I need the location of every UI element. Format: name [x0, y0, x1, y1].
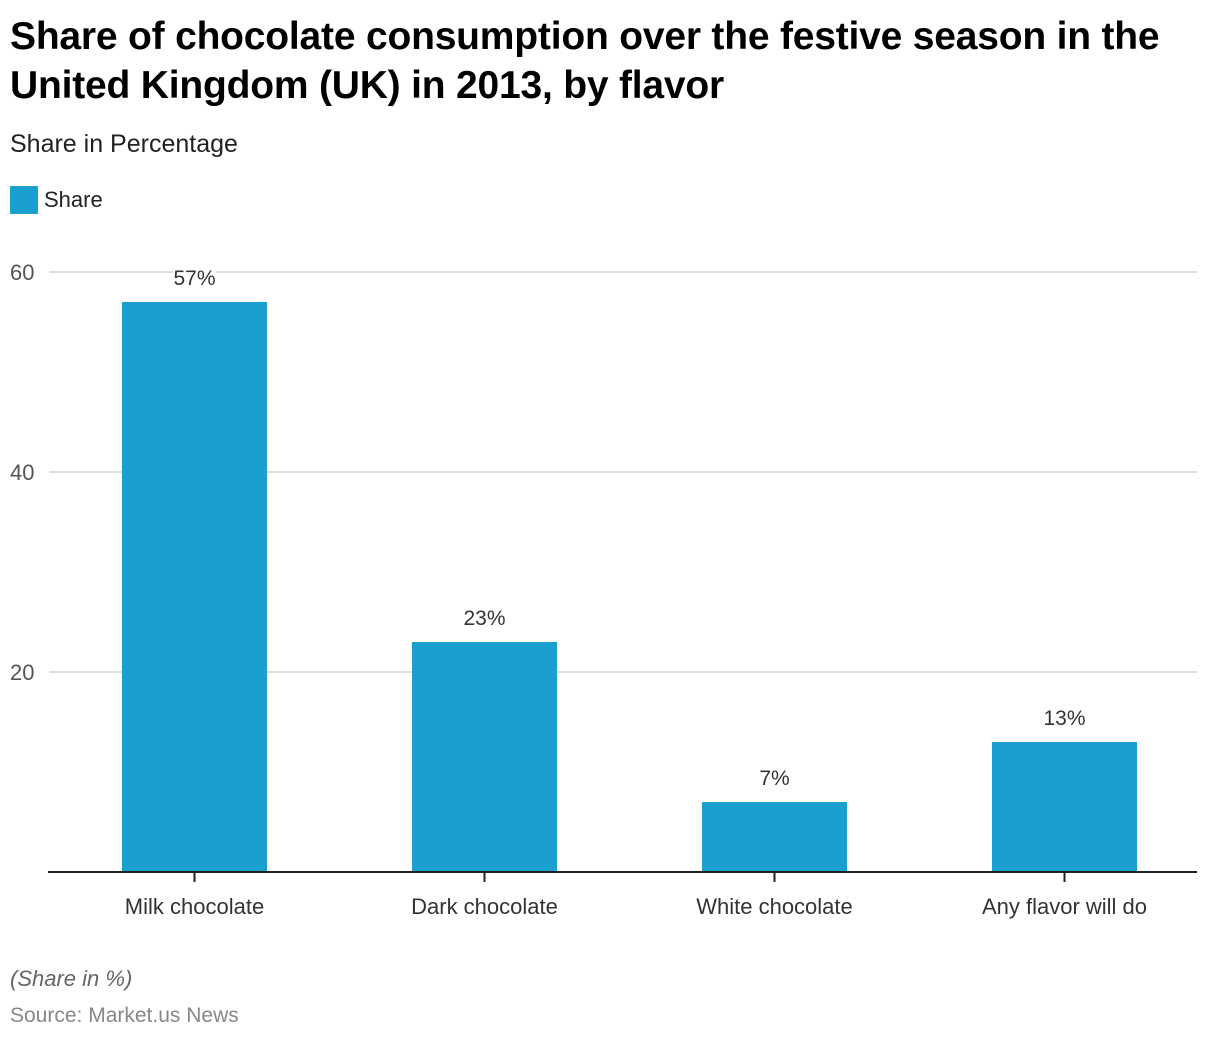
bar-white-chocolate: [702, 802, 847, 872]
y-axis-ticks: 20 40 60: [10, 260, 34, 685]
bar-any-flavor-will-do: [992, 742, 1137, 872]
legend-swatch-share: [10, 186, 38, 214]
data-label: 57%: [173, 267, 215, 290]
chart-subtitle: Share in Percentage: [10, 130, 238, 158]
y-tick-label: 60: [10, 260, 34, 285]
x-tick-label: Milk chocolate: [125, 894, 264, 919]
bars: [122, 302, 1137, 872]
data-label: 7%: [759, 767, 789, 790]
y-tick-label: 20: [10, 660, 34, 685]
data-label-background: [759, 765, 790, 791]
x-tick-label: White chocolate: [696, 894, 853, 919]
data-label-background: [173, 265, 216, 291]
footnote: (Share in %): [10, 966, 133, 991]
y-tick-label: 40: [10, 460, 34, 485]
bar-dark-chocolate: [412, 642, 557, 872]
data-label-background: [1043, 705, 1086, 731]
x-tick-label: Any flavor will do: [982, 894, 1147, 919]
legend: Share: [10, 186, 103, 214]
data-label: 23%: [463, 607, 505, 630]
data-label-background: [463, 605, 506, 631]
x-axis-ticks: Milk chocolate Dark chocolate White chocol…: [125, 872, 1147, 919]
bar-milk-chocolate: [122, 302, 267, 872]
data-label: 13%: [1043, 707, 1085, 730]
legend-label-share: Share: [44, 187, 103, 212]
x-tick-label: Dark chocolate: [411, 894, 558, 919]
chart-title: Share of chocolate consumption over the …: [10, 15, 1160, 107]
source-credit: Source: Market.us News: [10, 1004, 239, 1027]
data-labels: 57% 23% 7% 13%: [173, 265, 1086, 791]
